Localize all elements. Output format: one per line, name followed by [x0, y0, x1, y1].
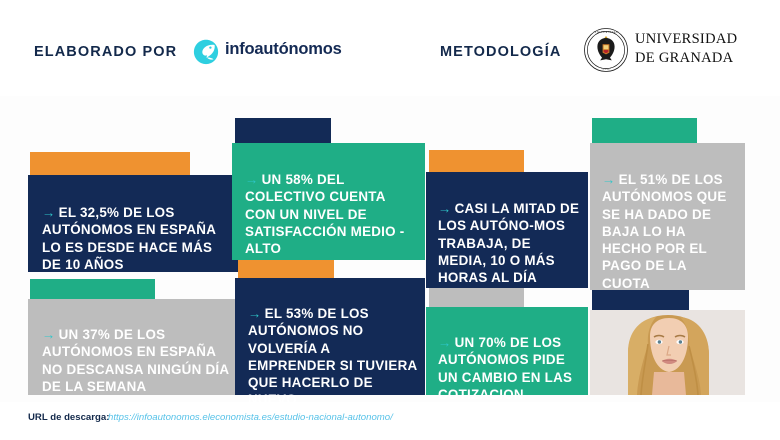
- university-seal-icon: · V N I V E R S I T A S · · 1 5 3 1 ·: [583, 27, 629, 73]
- accent-bar-sin-descanso: [30, 279, 155, 299]
- stat-text-baja-cuota: → EL 51% DE LOS AUTÓNOMOS QUE SE HA DADO …: [590, 143, 745, 292]
- arrow-icon-satisfaccion: →: [245, 172, 259, 188]
- stat-card-no-volveria: → EL 53% DE LOS AUTÓNOMOS NO VOLVERÍA A E…: [235, 278, 425, 407]
- stat-card-anos-autonomo: → EL 32,5% DE LOS AUTÓNOMOS EN ESPAÑA LO …: [28, 175, 243, 272]
- stat-text-horas-trabajo: → CASI LA MITAD DE LOS AUTÓNO-MOS TRABAJA…: [426, 172, 588, 286]
- accent-bar-anos-autonomo: [30, 152, 190, 175]
- stat-text-anos-autonomo: → EL 32,5% DE LOS AUTÓNOMOS EN ESPAÑA LO …: [28, 175, 243, 273]
- infoautonomos-logo: infoautónomos: [193, 37, 342, 67]
- university-name: UNIVERSIDAD DE GRANADA: [635, 30, 737, 67]
- stat-body-no-volveria: EL 53% DE LOS AUTÓNOMOS NO VOLVERÍA A EM…: [248, 306, 417, 408]
- svg-text:· 1 5 3 1 ·: · 1 5 3 1 ·: [601, 68, 611, 71]
- university-name-line2: DE GRANADA: [635, 49, 734, 66]
- accent-bar-baja-cuota: [592, 118, 697, 143]
- stat-body-cambio-cotizacion: UN 70% DE LOS AUTÓNOMOS PIDE UN CAMBIO E…: [438, 335, 573, 402]
- woman-portrait-photo: [590, 310, 745, 395]
- stat-card-baja-cuota: → EL 51% DE LOS AUTÓNOMOS QUE SE HA DADO …: [590, 143, 745, 292]
- elaborado-por-label: ELABORADO POR: [34, 44, 178, 60]
- university-name-line1: UNIVERSIDAD: [635, 31, 738, 47]
- stat-body-anos-autonomo: EL 32,5% DE LOS AUTÓNOMOS EN ESPAÑA LO E…: [42, 205, 216, 272]
- stat-body-baja-cuota: EL 51% DE LOS AUTÓNOMOS QUE SE HA DADO D…: [602, 172, 727, 291]
- arrow-icon-horas-trabajo: →: [438, 201, 452, 217]
- metodologia-label: METODOLOGÍA: [440, 44, 562, 60]
- svg-text:· V N I V E R S I T A S ·: · V N I V E R S I T A S ·: [593, 31, 619, 34]
- arrow-icon-anos-autonomo: →: [42, 205, 56, 221]
- accent-bar-horas-trabajo: [429, 150, 524, 172]
- arrow-icon-sin-descanso: →: [42, 327, 56, 343]
- stat-card-satisfaccion: → UN 58% DEL COLECTIVO CUENTA CON UN NIVE…: [232, 143, 425, 260]
- accent-bar-photo: [592, 290, 689, 310]
- header: ELABORADO POR infoautónomos METODOLOGÍA: [0, 0, 780, 96]
- stat-card-cambio-cotizacion: → UN 70% DE LOS AUTÓNOMOS PIDE UN CAMBIO …: [426, 307, 588, 402]
- stat-text-satisfaccion: → UN 58% DEL COLECTIVO CUENTA CON UN NIVE…: [232, 143, 425, 257]
- stat-text-sin-descanso: → UN 37% DE LOS AUTÓNOMOS EN ESPAÑA NO DE…: [28, 299, 243, 395]
- arrow-icon-no-volveria: →: [248, 306, 262, 322]
- download-url-label: URL de descarga:: [28, 412, 110, 423]
- stat-body-sin-descanso: UN 37% DE LOS AUTÓNOMOS EN ESPAÑA NO DES…: [42, 327, 229, 394]
- stat-text-no-volveria: → EL 53% DE LOS AUTÓNOMOS NO VOLVERÍA A E…: [235, 278, 425, 409]
- accent-bar-cambio-cotizacion: [429, 288, 524, 307]
- footer: URL de descarga: https://infoautonomos.e…: [0, 402, 780, 440]
- universidad-de-granada-logo: · V N I V E R S I T A S · · 1 5 3 1 · UN…: [583, 26, 743, 76]
- dolphin-circle-icon: [193, 39, 219, 65]
- stat-card-sin-descanso: → UN 37% DE LOS AUTÓNOMOS EN ESPAÑA NO DE…: [28, 299, 243, 395]
- stat-card-horas-trabajo: → CASI LA MITAD DE LOS AUTÓNO-MOS TRABAJA…: [426, 172, 588, 288]
- infoautonomos-wordmark: infoautónomos: [225, 40, 342, 58]
- accent-bar-satisfaccion: [235, 118, 331, 143]
- stat-text-cambio-cotizacion: → UN 70% DE LOS AUTÓNOMOS PIDE UN CAMBIO …: [426, 307, 588, 403]
- accent-bar-no-volveria: [238, 260, 334, 278]
- stat-body-horas-trabajo: CASI LA MITAD DE LOS AUTÓNO-MOS TRABAJA,…: [438, 201, 580, 286]
- download-url-link[interactable]: https://infoautonomos.eleconomista.es/es…: [108, 412, 393, 423]
- stat-body-satisfaccion: UN 58% DEL COLECTIVO CUENTA CON UN NIVEL…: [245, 172, 405, 257]
- arrow-icon-cambio-cotizacion: →: [438, 335, 452, 351]
- arrow-icon-baja-cuota: →: [602, 172, 616, 188]
